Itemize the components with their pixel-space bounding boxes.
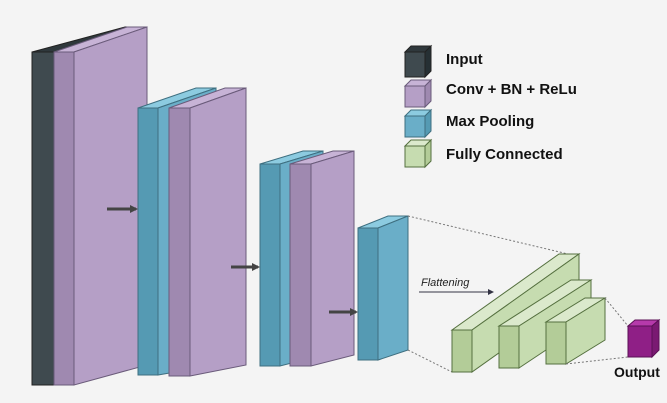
legend-label-pool: Max Pooling bbox=[446, 113, 534, 130]
legend-label-input: Input bbox=[446, 51, 483, 68]
conv-block-3 bbox=[289, 150, 355, 367]
legend-swatch-fc bbox=[403, 138, 433, 169]
legend-label-conv: Conv + BN + ReLu bbox=[446, 81, 577, 98]
output-label: Output bbox=[614, 364, 660, 380]
legend-swatch-pool bbox=[403, 108, 433, 139]
flatten-projection-lines bbox=[407, 215, 569, 373]
conv-block-1 bbox=[53, 26, 148, 386]
legend-label-fc: Fully Connected bbox=[446, 146, 563, 163]
fc-block-3 bbox=[544, 297, 607, 365]
pool-block-3 bbox=[357, 215, 409, 361]
legend: Input Conv + BN + ReLu Max Pooling Fully… bbox=[403, 44, 577, 169]
output-block bbox=[626, 318, 661, 359]
legend-swatch-input bbox=[403, 44, 433, 79]
legend-swatch-conv bbox=[403, 78, 433, 109]
flattening-label: Flattening bbox=[421, 277, 470, 289]
conv-block-2 bbox=[168, 87, 247, 377]
